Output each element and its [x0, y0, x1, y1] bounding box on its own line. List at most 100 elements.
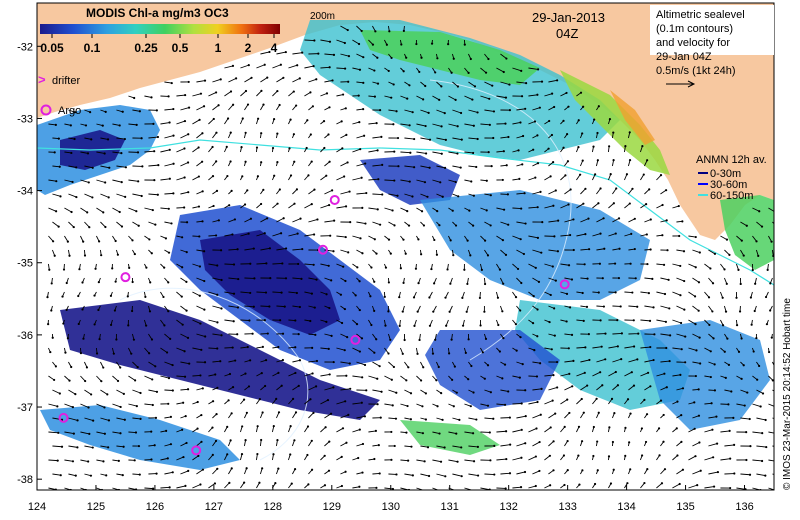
- velocity-arrow-head: [541, 221, 544, 224]
- velocity-arrow-head: [202, 105, 206, 108]
- velocity-arrow-head: [629, 262, 632, 265]
- velocity-arrow: [432, 179, 441, 183]
- velocity-arrow-head: [216, 293, 219, 296]
- velocity-arrow-head: [325, 320, 328, 323]
- velocity-arrow-head: [572, 218, 575, 221]
- velocity-arrow: [640, 291, 649, 294]
- velocity-arrow-head: [76, 446, 79, 449]
- velocity-arrow-head: [272, 453, 275, 456]
- velocity-arrow: [148, 389, 158, 393]
- velocity-arrow: [240, 291, 251, 294]
- velocity-arrow: [224, 65, 234, 69]
- velocity-arrow-head: [776, 226, 778, 228]
- velocity-arrow: [80, 403, 89, 408]
- velocity-arrow: [208, 319, 218, 323]
- velocity-arrow-head: [310, 160, 313, 163]
- x-tick-label: 124: [28, 501, 46, 513]
- velocity-arrow-head: [534, 455, 537, 458]
- velocity-arrow-head: [409, 418, 412, 421]
- velocity-arrow: [560, 175, 566, 181]
- velocity-arrow-head: [679, 294, 682, 297]
- velocity-arrow: [436, 109, 445, 114]
- velocity-arrow-head: [415, 42, 418, 46]
- velocity-arrow-head: [216, 386, 219, 389]
- velocity-arrow: [612, 384, 619, 391]
- velocity-arrow-head: [211, 426, 214, 429]
- velocity-arrow-head: [325, 92, 329, 95]
- y-tick-label: -32: [17, 41, 33, 53]
- velocity-arrow: [272, 232, 282, 237]
- velocity-arrow-head: [342, 265, 345, 268]
- velocity-arrow-head: [232, 263, 236, 266]
- velocity-arrow-head: [724, 310, 728, 313]
- velocity-arrow-head: [77, 294, 80, 298]
- velocity-arrow: [704, 456, 714, 461]
- velocity-arrow-head: [735, 324, 739, 327]
- velocity-arrow-head: [441, 195, 444, 198]
- velocity-arrow: [128, 375, 136, 381]
- velocity-arrow-head: [187, 469, 190, 473]
- velocity-arrow: [576, 203, 584, 209]
- velocity-arrow-head: [356, 266, 359, 269]
- velocity-arrow-head: [332, 360, 335, 364]
- velocity-arrow-head: [145, 324, 148, 327]
- velocity-arrow-head: [564, 174, 567, 177]
- velocity-arrow-head: [713, 252, 717, 255]
- velocity-arrow-head: [524, 415, 527, 418]
- velocity-arrow-head: [293, 202, 296, 205]
- velocity-arrow: [672, 263, 681, 267]
- velocity-arrow-head: [713, 389, 717, 392]
- velocity-arrow-head: [441, 418, 444, 421]
- velocity-arrow-head: [570, 278, 574, 281]
- velocity-arrow-head: [307, 483, 310, 486]
- velocity-arrow-head: [298, 305, 301, 309]
- argo-symbol: [40, 104, 52, 116]
- velocity-arrow-head: [466, 239, 469, 242]
- velocity-arrow: [276, 51, 286, 55]
- velocity-arrow-head: [595, 397, 598, 400]
- velocity-arrow: [704, 319, 710, 326]
- velocity-arrow: [452, 473, 462, 477]
- velocity-arrow-head: [764, 474, 767, 477]
- velocity-arrow: [288, 291, 297, 294]
- velocity-arrow: [212, 333, 222, 336]
- velocity-arrow: [612, 188, 617, 195]
- velocity-arrow-head: [449, 239, 452, 242]
- velocity-arrow-head: [698, 441, 701, 444]
- velocity-arrow: [224, 234, 233, 237]
- altimetry-legend-line-2: (0.1m contours): [656, 23, 733, 35]
- velocity-arrow: [324, 277, 332, 281]
- velocity-arrow: [404, 445, 412, 448]
- velocity-arrow-head: [373, 309, 376, 312]
- velocity-arrow: [96, 179, 106, 183]
- velocity-arrow-head: [649, 248, 652, 251]
- velocity-arrow-head: [165, 351, 169, 354]
- velocity-arrow-head: [696, 484, 699, 487]
- velocity-arrow: [708, 416, 717, 419]
- velocity-arrow-head: [435, 379, 438, 382]
- velocity-arrow-head: [276, 132, 279, 135]
- velocity-arrow: [400, 403, 408, 407]
- velocity-arrow: [448, 95, 456, 101]
- velocity-arrow-head: [428, 296, 431, 299]
- velocity-arrow: [112, 151, 122, 154]
- velocity-arrow-head: [402, 238, 405, 241]
- velocity-arrow-head: [82, 240, 85, 243]
- velocity-arrow-head: [536, 206, 539, 209]
- velocity-arrow-head: [520, 207, 523, 210]
- velocity-arrow: [576, 233, 586, 237]
- velocity-arrow-head: [667, 278, 670, 281]
- velocity-arrow-head: [48, 268, 51, 271]
- velocity-arrow-head: [426, 195, 429, 198]
- velocity-arrow-head: [144, 295, 147, 298]
- velocity-arrow-head: [411, 111, 414, 114]
- velocity-arrow: [704, 402, 712, 405]
- velocity-arrow-head: [279, 63, 282, 66]
- velocity-arrow: [500, 389, 509, 392]
- velocity-arrow: [368, 430, 376, 433]
- velocity-arrow: [372, 193, 383, 195]
- velocity-arrow-head: [201, 160, 204, 163]
- velocity-arrow-head: [417, 282, 420, 285]
- velocity-arrow-head: [390, 378, 393, 381]
- velocity-arrow-head: [562, 119, 565, 122]
